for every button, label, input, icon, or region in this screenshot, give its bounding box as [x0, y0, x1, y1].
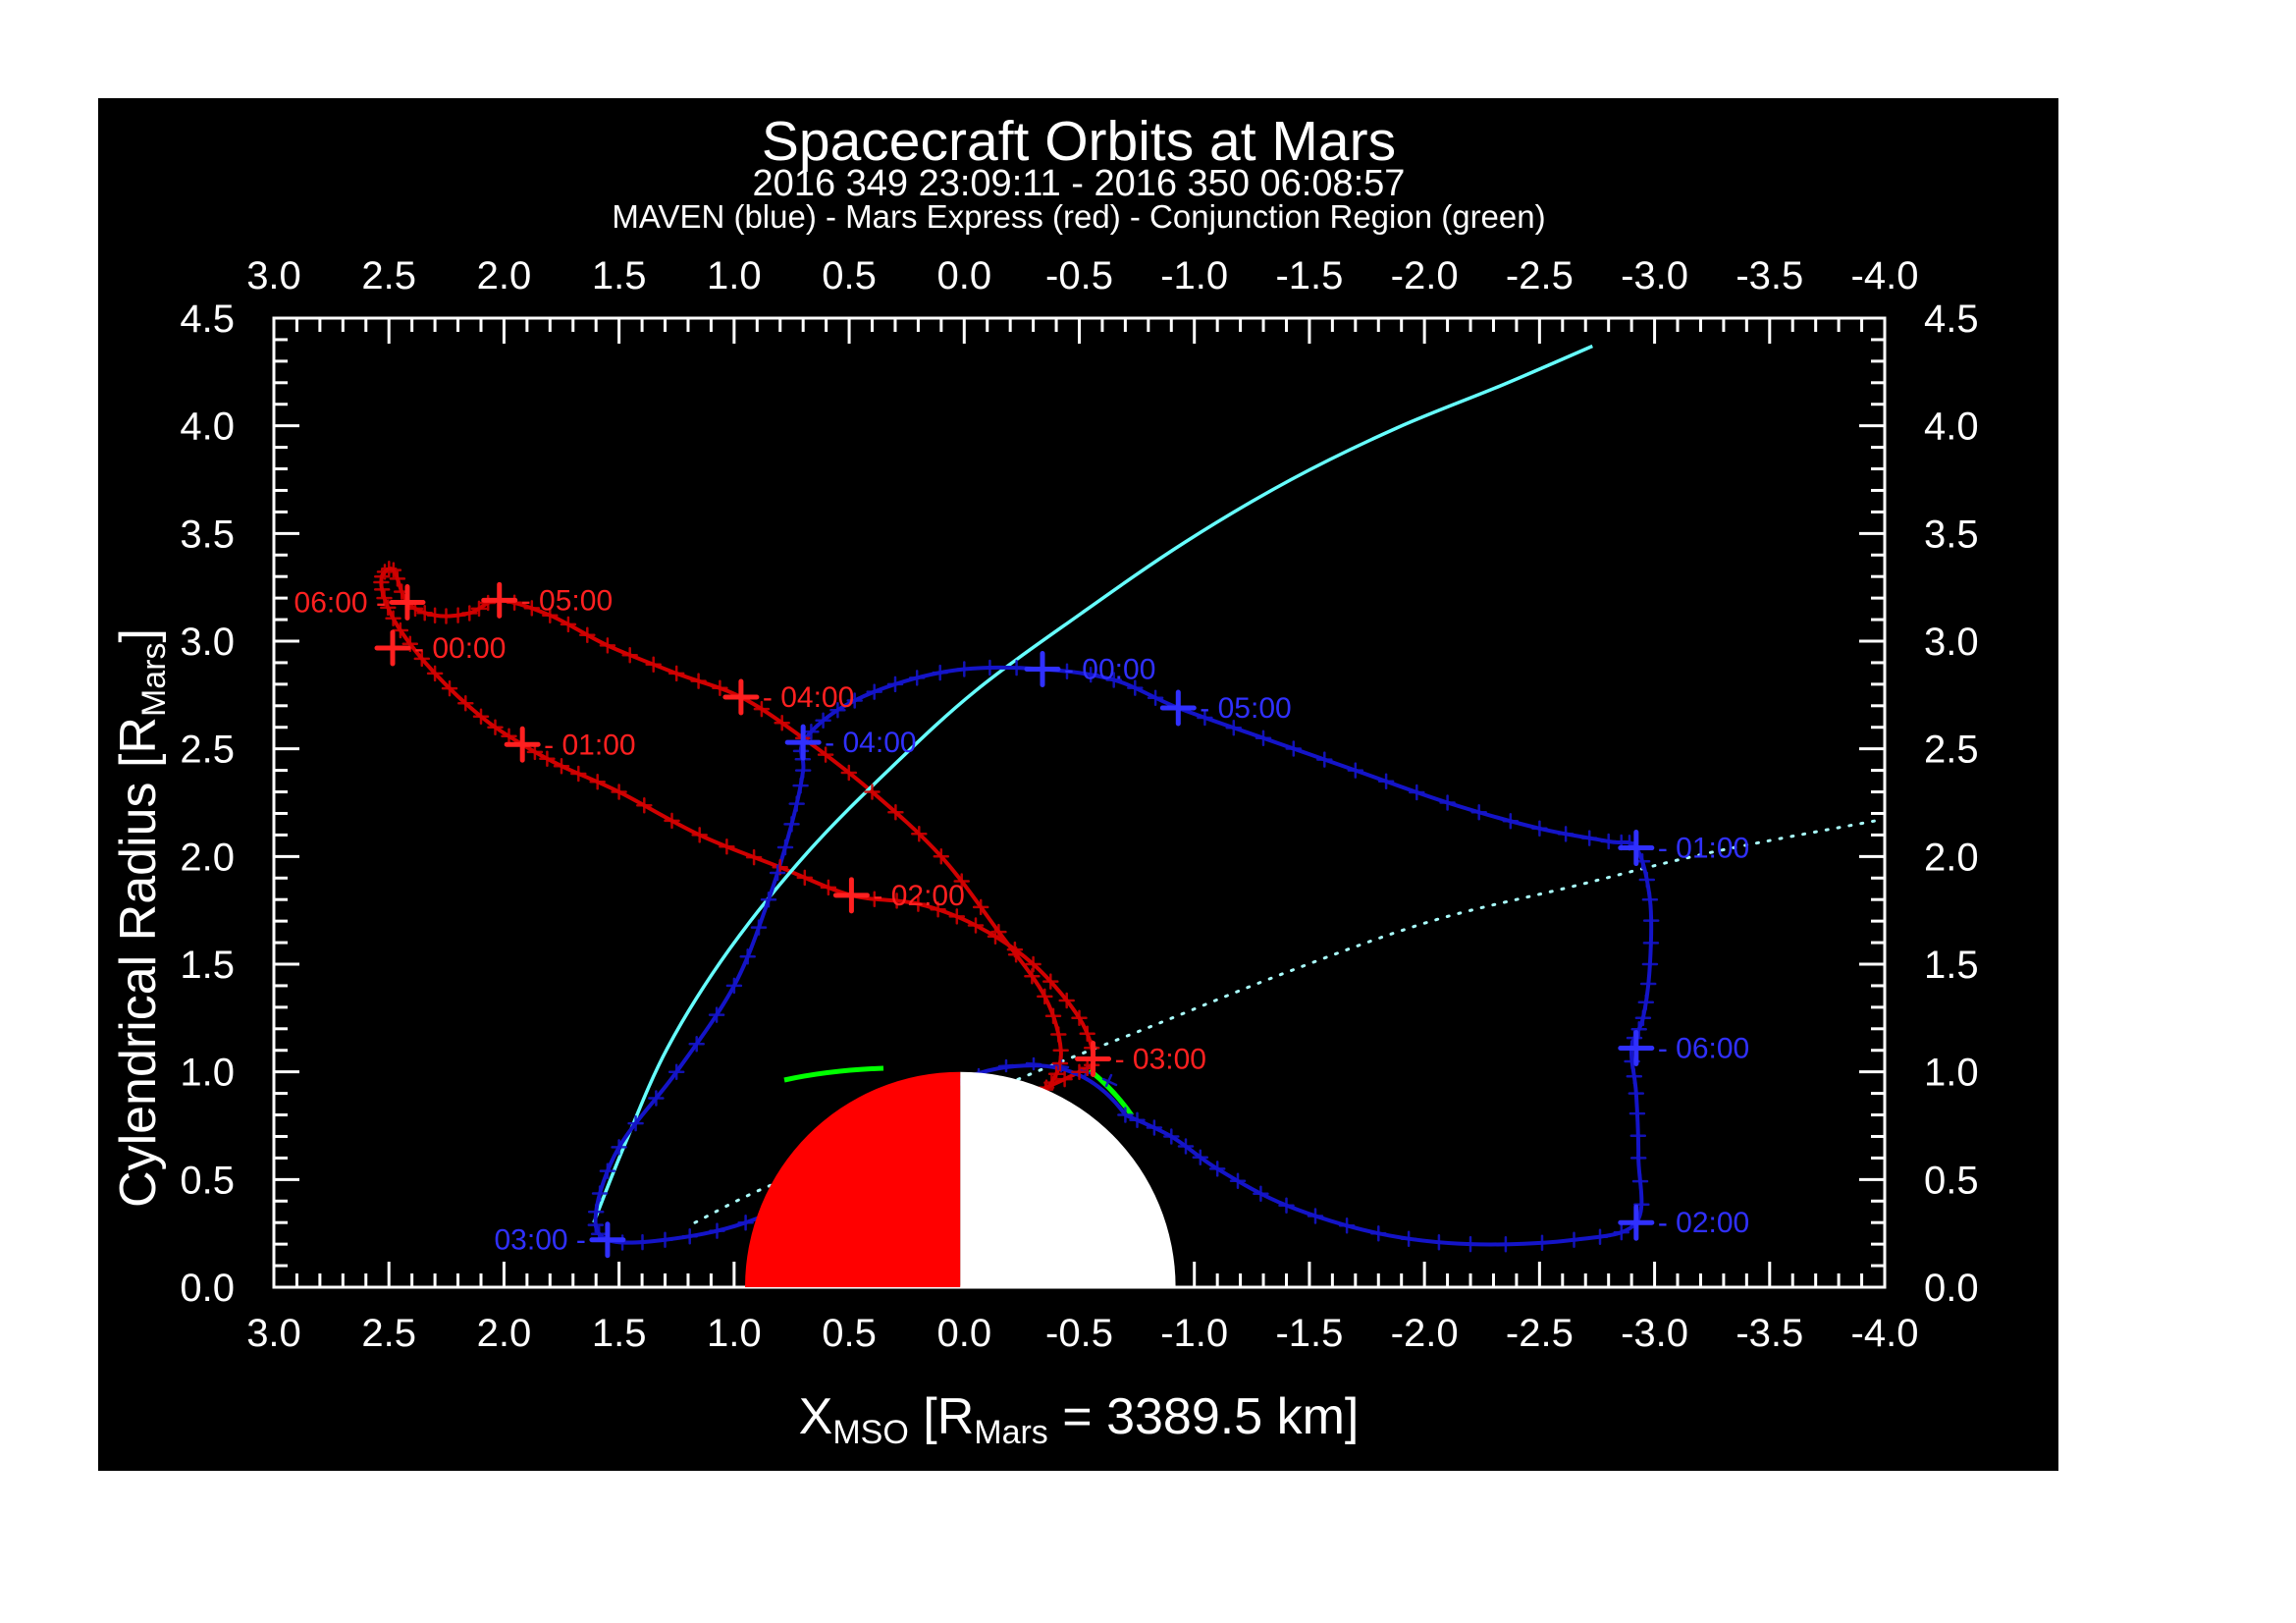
svg-text:1.0: 1.0 — [180, 1052, 235, 1095]
svg-text:2.0: 2.0 — [477, 254, 532, 298]
svg-text:-3.5: -3.5 — [1735, 254, 1803, 298]
svg-text:4.5: 4.5 — [1924, 298, 1979, 341]
svg-text:3.0: 3.0 — [246, 1312, 301, 1355]
svg-text:0.5: 0.5 — [822, 1312, 877, 1355]
svg-text:- 02:00: - 02:00 — [873, 880, 964, 912]
svg-text:-3.0: -3.0 — [1621, 254, 1688, 298]
svg-text:2.5: 2.5 — [1924, 729, 1979, 772]
svg-text:- 00:00: - 00:00 — [414, 632, 506, 665]
svg-text:3.0: 3.0 — [180, 621, 235, 664]
svg-text:- 01:00: - 01:00 — [1658, 833, 1749, 865]
svg-text:0.5: 0.5 — [822, 254, 877, 298]
svg-text:2.0: 2.0 — [180, 836, 235, 879]
svg-text:2.5: 2.5 — [361, 254, 416, 298]
svg-text:-0.5: -0.5 — [1045, 1312, 1113, 1355]
svg-text:- 05:00: - 05:00 — [1200, 692, 1291, 725]
svg-text:4.0: 4.0 — [1924, 406, 1979, 449]
svg-text:0.0: 0.0 — [936, 1312, 991, 1355]
svg-text:0.0: 0.0 — [1924, 1267, 1979, 1310]
svg-text:1.5: 1.5 — [592, 254, 647, 298]
svg-text:2.0: 2.0 — [1924, 836, 1979, 879]
svg-text:2.0: 2.0 — [477, 1312, 532, 1355]
svg-text:1.0: 1.0 — [1924, 1052, 1979, 1095]
svg-text:- 00:00: - 00:00 — [1064, 654, 1155, 686]
svg-text:-2.0: -2.0 — [1391, 254, 1459, 298]
svg-text:0.5: 0.5 — [1924, 1159, 1979, 1202]
svg-text:1.0: 1.0 — [707, 254, 762, 298]
svg-text:- 01:00: - 01:00 — [544, 729, 635, 761]
svg-text:- 05:00: - 05:00 — [521, 584, 613, 617]
svg-text:-4.0: -4.0 — [1851, 1312, 1919, 1355]
svg-text:- 06:00: - 06:00 — [1658, 1033, 1749, 1065]
svg-text:-0.5: -0.5 — [1045, 254, 1113, 298]
svg-text:3.5: 3.5 — [1924, 513, 1979, 556]
svg-text:2.5: 2.5 — [180, 729, 235, 772]
svg-text:-4.0: -4.0 — [1851, 254, 1919, 298]
svg-text:-1.0: -1.0 — [1160, 1312, 1228, 1355]
svg-text:3.0: 3.0 — [246, 254, 301, 298]
svg-text:-2.5: -2.5 — [1506, 254, 1574, 298]
svg-text:4.0: 4.0 — [180, 406, 235, 449]
svg-text:0.5: 0.5 — [180, 1159, 235, 1202]
svg-text:06:00 -: 06:00 - — [294, 587, 386, 620]
svg-text:-1.5: -1.5 — [1275, 254, 1343, 298]
svg-text:1.5: 1.5 — [1924, 944, 1979, 987]
svg-text:1.5: 1.5 — [180, 944, 235, 987]
svg-text:-3.5: -3.5 — [1735, 1312, 1803, 1355]
svg-text:-3.0: -3.0 — [1621, 1312, 1688, 1355]
svg-text:- 04:00: - 04:00 — [825, 727, 916, 759]
svg-text:-2.0: -2.0 — [1391, 1312, 1459, 1355]
svg-text:-1.5: -1.5 — [1275, 1312, 1343, 1355]
svg-text:MAVEN (blue) - Mars Express (r: MAVEN (blue) - Mars Express (red) - Conj… — [612, 198, 1545, 235]
svg-text:0.0: 0.0 — [936, 254, 991, 298]
svg-text:-2.5: -2.5 — [1506, 1312, 1574, 1355]
svg-text:2.5: 2.5 — [361, 1312, 416, 1355]
svg-text:1.0: 1.0 — [707, 1312, 762, 1355]
svg-text:3.0: 3.0 — [1924, 621, 1979, 664]
svg-text:1.5: 1.5 — [592, 1312, 647, 1355]
svg-text:- 04:00: - 04:00 — [763, 681, 854, 714]
svg-text:4.5: 4.5 — [180, 298, 235, 341]
svg-text:03:00 -: 03:00 - — [495, 1224, 586, 1257]
svg-text:-1.0: -1.0 — [1160, 254, 1228, 298]
svg-text:0.0: 0.0 — [180, 1267, 235, 1310]
svg-text:- 02:00: - 02:00 — [1658, 1207, 1749, 1239]
svg-text:- 03:00: - 03:00 — [1115, 1044, 1206, 1076]
svg-text:3.5: 3.5 — [180, 513, 235, 556]
